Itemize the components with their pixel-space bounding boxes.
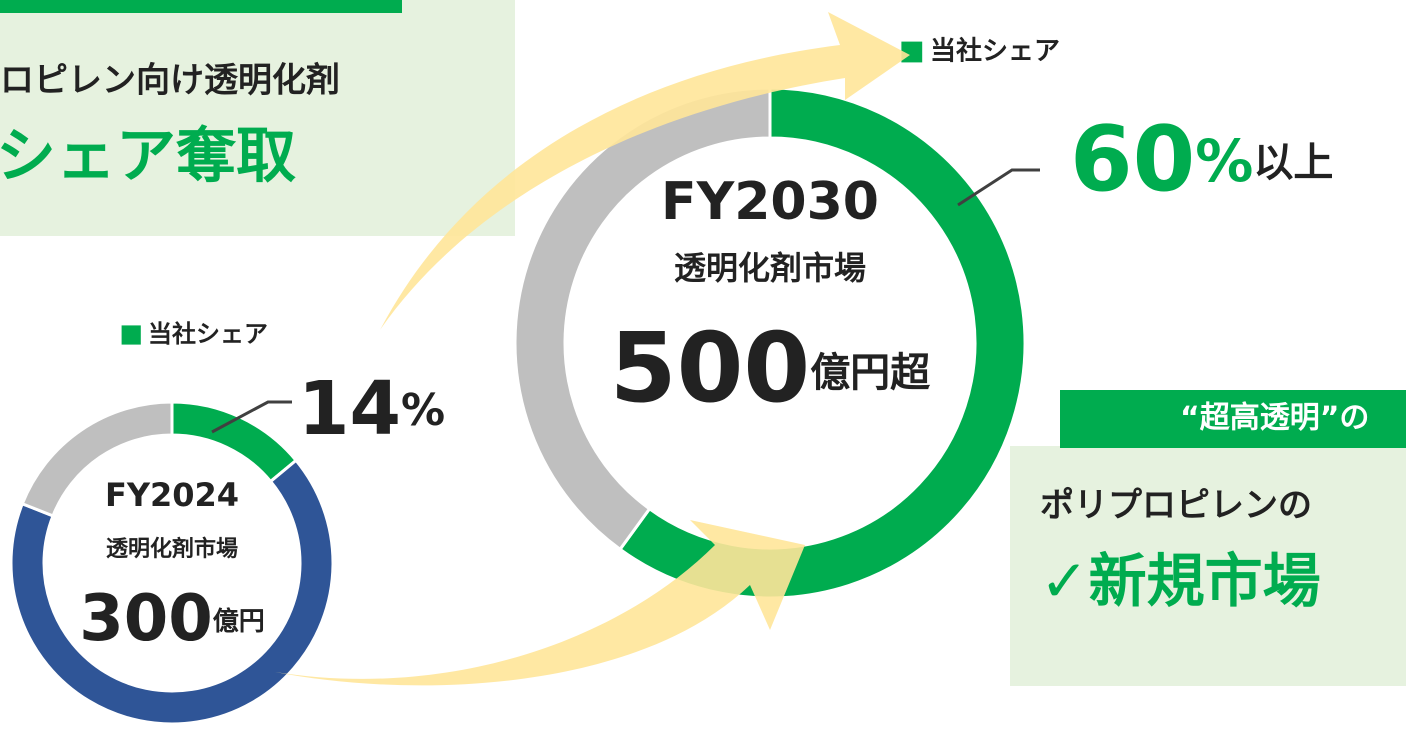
total-unit: 億円 bbox=[213, 607, 265, 637]
donut-slice bbox=[170, 400, 299, 484]
right-line1: ポリプロピレンの bbox=[1040, 486, 1312, 526]
donut-total: 500億円超 bbox=[610, 312, 931, 424]
leader-line bbox=[957, 168, 1040, 207]
share-arrow bbox=[380, 12, 910, 330]
donut-subtitle: 透明化剤市場 bbox=[674, 249, 866, 287]
donut-slice bbox=[618, 86, 1027, 600]
donuts: FY2024 透明化剤市場 300億円 当社シェア 14% FY2030 透明化剤市場 500… bbox=[9, 36, 1333, 726]
total-unit: 億円超 bbox=[810, 350, 931, 396]
right-panel bbox=[1010, 446, 1406, 686]
right-tag-box bbox=[1060, 390, 1406, 448]
leader-line bbox=[211, 400, 292, 434]
right-tag: “超高透明”の bbox=[1180, 401, 1369, 436]
donut-total: 300億円 bbox=[79, 582, 265, 656]
total-value: 500 bbox=[610, 312, 810, 424]
legend-swatch bbox=[901, 41, 923, 63]
total-value: 300 bbox=[79, 582, 213, 656]
donut-subtitle: 透明化剤市場 bbox=[106, 536, 238, 562]
legend-label: 当社シェア bbox=[930, 36, 1060, 67]
value-label: 60%以上 bbox=[1070, 107, 1333, 212]
donut-label: FY2024 bbox=[105, 476, 239, 514]
left-line1: ロピレン向け透明化剤 bbox=[0, 61, 340, 101]
left-line2: シェア奪取 bbox=[0, 122, 296, 192]
value-label: 14% bbox=[298, 366, 445, 452]
legend-label: 当社シェア bbox=[148, 320, 268, 348]
donut-slice bbox=[9, 458, 335, 726]
left-panel bbox=[0, 0, 515, 236]
legend-swatch bbox=[121, 325, 141, 345]
growth-arrow bbox=[275, 520, 805, 686]
right-line2: ✓新規市場 bbox=[1040, 547, 1321, 615]
donut-label: FY2030 bbox=[661, 172, 879, 232]
donut-slice bbox=[20, 400, 174, 518]
left-panel-bar bbox=[0, 0, 402, 13]
